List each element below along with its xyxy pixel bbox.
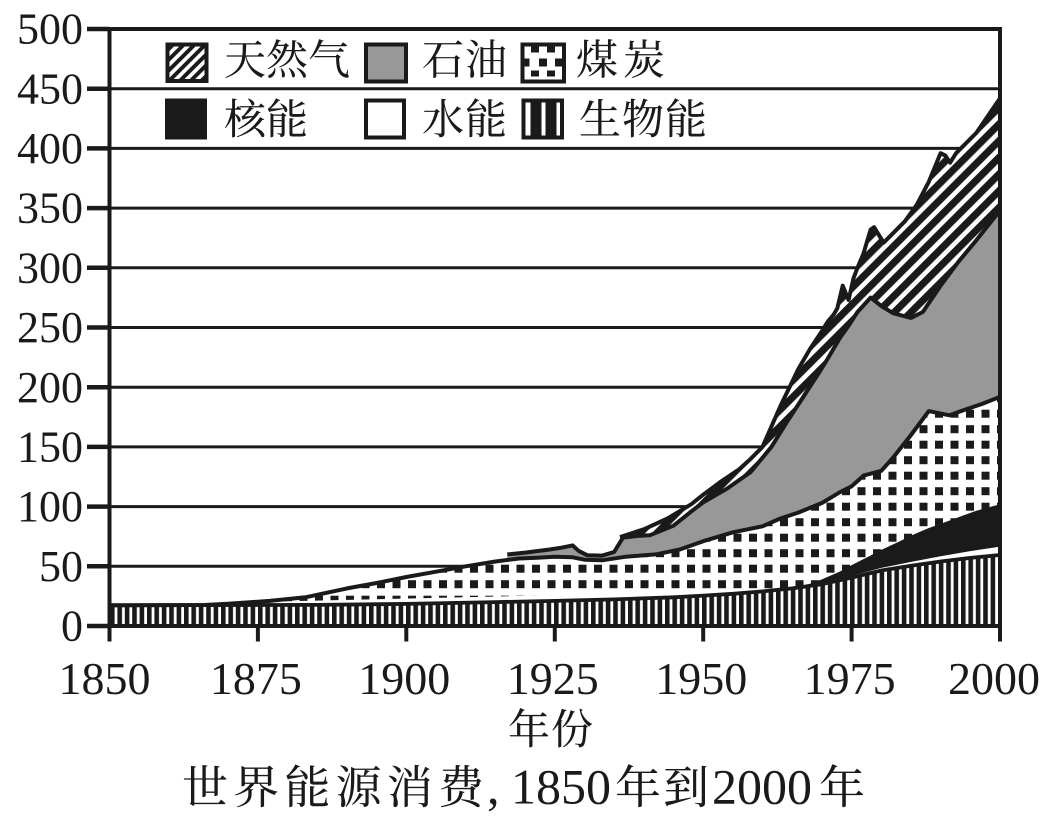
svg-text:350: 350	[17, 184, 83, 233]
svg-text:2000: 2000	[948, 653, 1040, 704]
svg-text:2000: 2000	[712, 759, 812, 815]
svg-text:1925: 1925	[507, 653, 599, 704]
svg-text:200: 200	[17, 363, 83, 412]
svg-text:150: 150	[17, 423, 83, 472]
svg-text:1950: 1950	[655, 653, 747, 704]
svg-text:300: 300	[17, 243, 83, 292]
svg-text:0: 0	[61, 602, 83, 651]
svg-text:100: 100	[17, 482, 83, 531]
svg-text:1875: 1875	[210, 653, 302, 704]
svg-text:1975: 1975	[804, 653, 896, 704]
svg-text:400: 400	[17, 124, 83, 173]
svg-text:250: 250	[17, 303, 83, 352]
svg-text:50: 50	[39, 542, 83, 591]
svg-text:500: 500	[17, 5, 83, 54]
svg-text:450: 450	[17, 64, 83, 113]
svg-text:1850: 1850	[511, 759, 611, 815]
svg-text:1850: 1850	[59, 653, 151, 704]
svg-text:,: ,	[487, 759, 500, 815]
svg-text:1900: 1900	[358, 653, 450, 704]
